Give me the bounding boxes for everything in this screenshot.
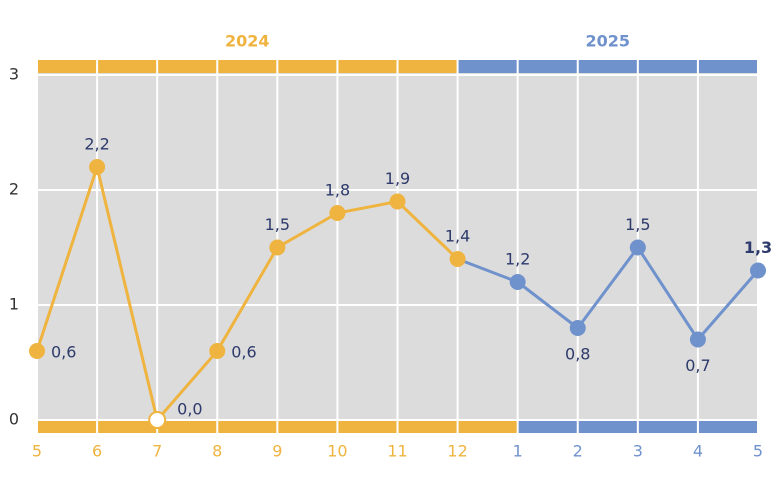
x-tick-label: 7 [152,442,162,461]
year-label: 2024 [225,32,270,51]
value-label: 0,0 [177,400,202,419]
x-tick-label: 5 [32,442,42,461]
x-tick-label: 12 [447,442,467,461]
point [209,343,226,359]
point [89,159,106,175]
x-tick-label: 1 [513,442,523,461]
value-label: 2,2 [84,135,109,154]
value-label: 1,4 [445,227,470,246]
value-label: 0,7 [685,356,710,375]
point [449,251,466,267]
value-label: 1,3 [744,238,772,257]
point [389,193,406,210]
point [629,239,646,256]
point [148,411,167,429]
connector-line [457,257,519,284]
point [689,331,706,348]
value-label: 0,6 [51,343,76,362]
point [269,239,286,256]
point [569,320,586,336]
x-tick-label: 10 [327,442,347,461]
x-tick-label: 9 [272,442,282,461]
year-label: 2025 [586,32,631,51]
x-tick-label: 6 [92,442,102,461]
x-tick-label: 8 [212,442,222,461]
value-label: 1,2 [505,250,530,269]
point [509,274,526,290]
value-label: 1,9 [385,169,410,188]
value-label: 1,8 [325,181,350,200]
year-band-top [37,60,458,73]
x-tick-label: 11 [387,442,407,461]
year-band-top [457,60,758,73]
x-tick-label: 5 [753,442,763,461]
x-tick-label: 4 [693,442,703,461]
y-tick-label: 3 [9,65,19,84]
point [750,262,766,279]
y-tick-label: 1 [9,295,19,314]
value-label: 1,5 [265,215,290,234]
value-label: 0,8 [565,345,590,364]
value-label: 1,5 [625,215,650,234]
value-label: 0,6 [231,343,256,362]
point [329,205,346,221]
y-tick-label: 2 [9,180,19,199]
line [35,161,459,424]
x-tick-label: 3 [633,442,643,461]
point [29,343,45,359]
y-tick-label: 0 [9,410,19,429]
x-tick-label: 2 [573,442,583,461]
